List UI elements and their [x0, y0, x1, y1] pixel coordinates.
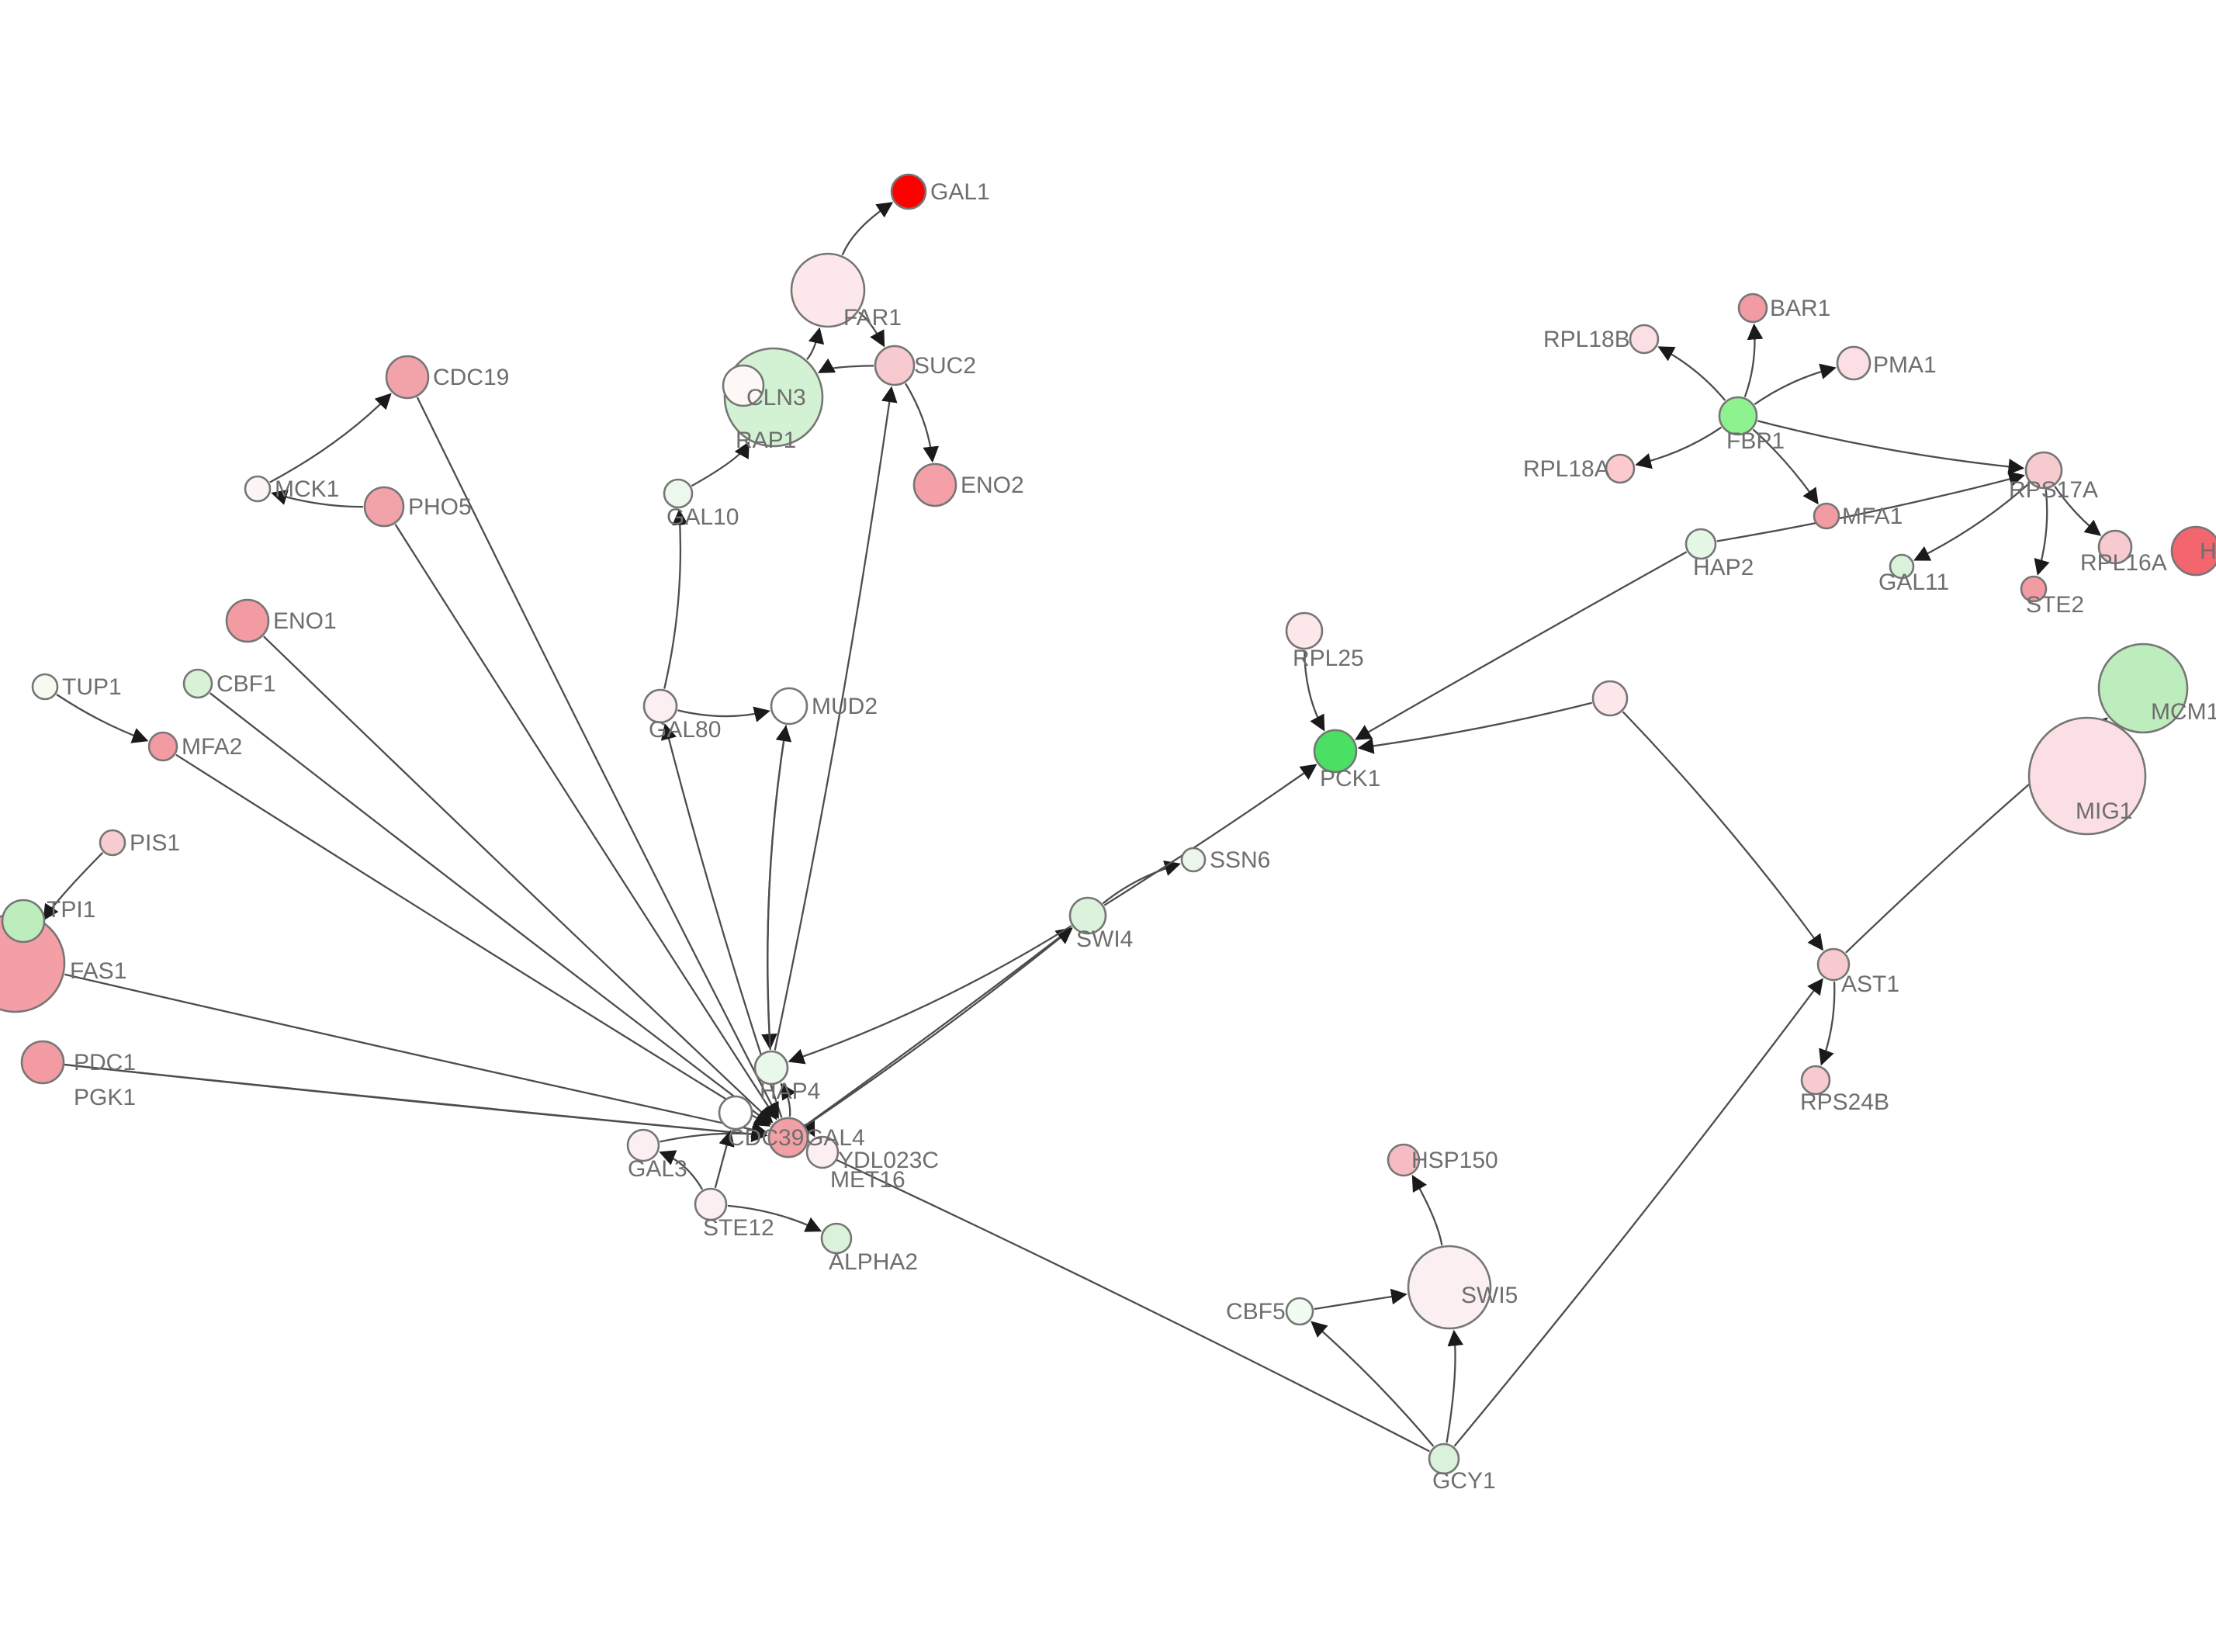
svg-text:HIS4: HIS4 — [2200, 539, 2216, 564]
svg-text:RPS17A: RPS17A — [2009, 477, 2098, 503]
svg-text:RPL18B: RPL18B — [1543, 327, 1630, 352]
svg-text:MET16: MET16 — [830, 1167, 905, 1193]
svg-text:TPI1: TPI1 — [47, 897, 95, 923]
svg-text:STE2: STE2 — [2026, 592, 2084, 618]
svg-text:PHO5: PHO5 — [408, 494, 472, 520]
svg-text:MFA1: MFA1 — [1842, 504, 1903, 529]
svg-text:ENO1: ENO1 — [273, 608, 337, 634]
svg-text:RPS24B: RPS24B — [1800, 1089, 1889, 1115]
svg-text:RPL16A: RPL16A — [2080, 550, 2167, 576]
svg-text:GCY1: GCY1 — [1432, 1468, 1496, 1494]
svg-text:TUP1: TUP1 — [62, 674, 122, 700]
svg-text:CBF1: CBF1 — [216, 671, 276, 697]
svg-text:MIG1: MIG1 — [2076, 798, 2132, 824]
svg-text:SWI4: SWI4 — [1076, 926, 1133, 952]
svg-text:RAP1: RAP1 — [736, 428, 796, 453]
svg-text:GAL11: GAL11 — [1878, 570, 1949, 595]
svg-text:AST1: AST1 — [1841, 971, 1899, 997]
svg-text:HAP4: HAP4 — [760, 1079, 820, 1104]
svg-text:MCK1: MCK1 — [275, 476, 339, 502]
svg-text:GAL10: GAL10 — [667, 504, 739, 530]
svg-text:PIS1: PIS1 — [130, 830, 180, 856]
svg-text:HSP150: HSP150 — [1411, 1148, 1498, 1173]
svg-text:GAL80: GAL80 — [649, 717, 721, 743]
svg-text:ENO2: ENO2 — [961, 473, 1024, 498]
svg-text:SSN6: SSN6 — [1210, 847, 1270, 873]
svg-text:RPL25: RPL25 — [1293, 646, 1364, 671]
svg-text:HAP2: HAP2 — [1693, 555, 1754, 580]
svg-text:MCM1: MCM1 — [2151, 699, 2216, 725]
svg-text:PGK1: PGK1 — [74, 1085, 136, 1110]
svg-text:SWI5: SWI5 — [1461, 1283, 1518, 1308]
svg-text:ALPHA2: ALPHA2 — [829, 1249, 918, 1275]
svg-text:CLN3: CLN3 — [746, 385, 806, 410]
svg-text:GAL3: GAL3 — [628, 1156, 687, 1182]
svg-text:PCK1: PCK1 — [1320, 766, 1380, 791]
svg-text:CBF5: CBF5 — [1226, 1299, 1286, 1325]
svg-text:SUC2: SUC2 — [914, 353, 976, 379]
svg-text:CDC39: CDC39 — [728, 1125, 804, 1151]
svg-text:RPL18A: RPL18A — [1523, 456, 1610, 482]
svg-text:CDC19: CDC19 — [433, 365, 509, 390]
svg-text:STE12: STE12 — [703, 1215, 774, 1241]
svg-text:MUD2: MUD2 — [812, 694, 878, 719]
svg-text:FAR1: FAR1 — [843, 305, 902, 331]
svg-text:FBP1: FBP1 — [1726, 428, 1785, 454]
svg-text:FAS1: FAS1 — [70, 958, 126, 984]
svg-text:MFA2: MFA2 — [182, 734, 242, 760]
svg-text:GAL1: GAL1 — [930, 179, 990, 205]
svg-text:PMA1: PMA1 — [1873, 352, 1937, 378]
svg-text:BAR1: BAR1 — [1770, 296, 1830, 321]
svg-text:PDC1: PDC1 — [74, 1050, 136, 1075]
